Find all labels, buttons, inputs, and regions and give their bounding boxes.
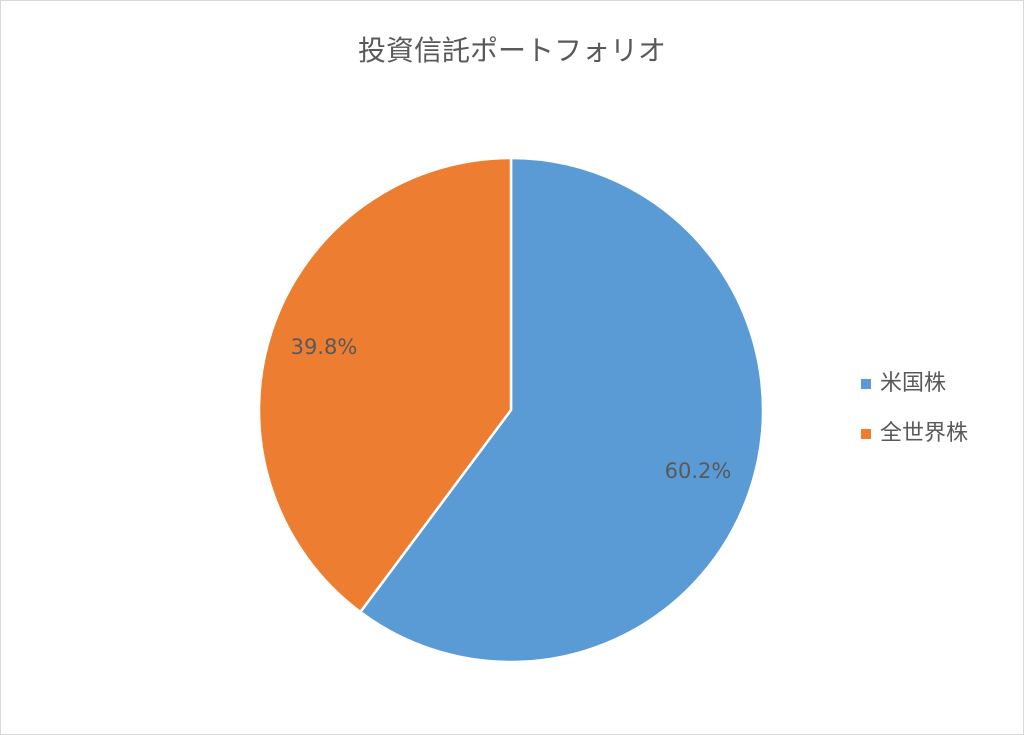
- pie-slice: [358, 156, 765, 664]
- legend-label: 米国株: [880, 371, 946, 396]
- pie-slice: [257, 156, 513, 614]
- data-label: 60.2%: [665, 459, 732, 483]
- legend-label: 全世界株: [880, 421, 968, 446]
- legend-swatch: [861, 429, 871, 439]
- legend-swatch: [861, 379, 871, 389]
- data-label: 39.8%: [291, 335, 358, 359]
- chart-title: 投資信託ポートフォリオ: [358, 34, 666, 67]
